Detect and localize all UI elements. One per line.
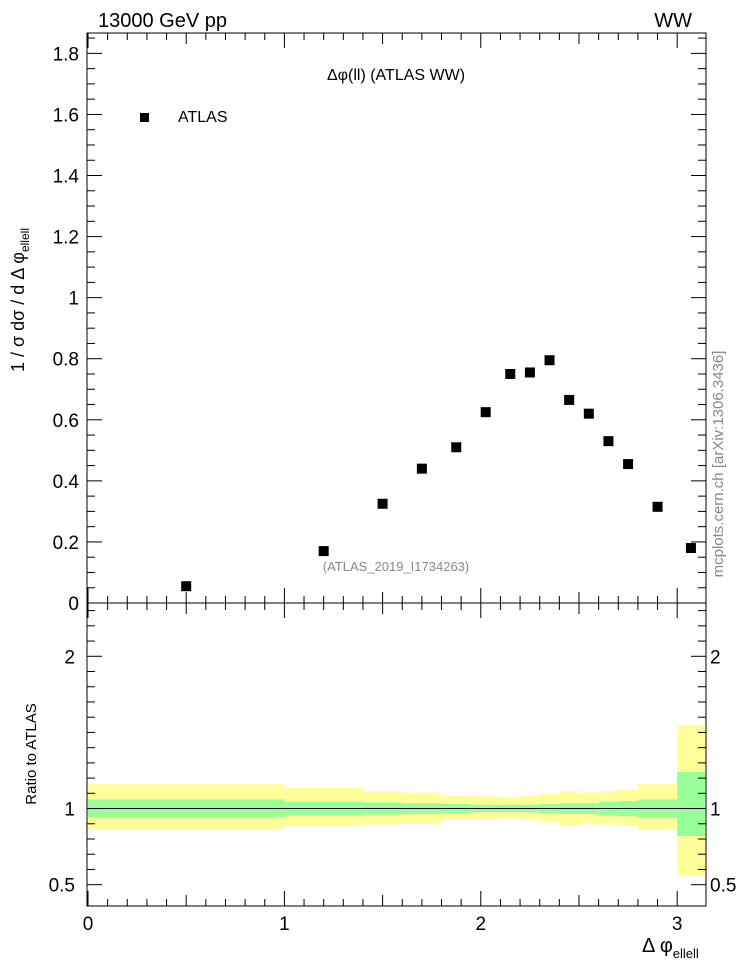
main-y-tick-label: 0.8 [53, 350, 79, 371]
data-point-atlas [377, 498, 388, 509]
data-point-atlas [583, 408, 594, 419]
data-point-atlas [524, 367, 535, 378]
ratio-y-tick-label-right: 0.5 [710, 876, 736, 897]
source-side-label: mcplots.cern.ch [arXiv:1306.3436] [710, 351, 727, 578]
main-panel-frame [86, 32, 707, 604]
x-tick-label: 1 [279, 914, 290, 935]
x-tick-label: 0 [83, 914, 94, 935]
ratio-axis-ticks: 0.5 0.5 1 1 2 2 0 1 2 3 [49, 603, 736, 935]
analysis-watermark: (ATLAS_2019_I1734263) [323, 559, 469, 574]
ratio-panel: 0.5 0.5 1 1 2 2 0 1 2 3 Ratio to ATLAS Δ φellell [23, 602, 736, 961]
ratio-y-tick-label-right: 2 [710, 647, 721, 668]
ratio-y-tick-label: 2 [64, 647, 75, 668]
main-y-tick-label: 1.2 [53, 228, 79, 249]
data-point-atlas [451, 442, 462, 453]
data-point-atlas [505, 368, 516, 379]
legend-marker [140, 113, 149, 122]
x-tick-label: 3 [672, 914, 683, 935]
header-channel-label: WW [654, 10, 692, 32]
data-point-atlas [318, 546, 329, 557]
ratio-y-tick-label: 1 [64, 800, 75, 821]
data-point-atlas [603, 436, 614, 447]
x-tick-label: 2 [476, 914, 487, 935]
ratio-panel-frame [86, 602, 707, 907]
main-y-tick-label: 0.6 [53, 411, 79, 432]
main-y-tick-label: 1.6 [53, 105, 79, 126]
ratio-y-axis-label: Ratio to ATLAS [23, 703, 40, 804]
main-y-tick-label: 0 [68, 594, 79, 615]
data-point-atlas [480, 407, 491, 418]
x-axis-label: Δ φellell [642, 935, 699, 961]
main-y-tick-label: 1.4 [53, 167, 80, 188]
main-axis-ticks: 0 0.2 0.4 0.6 0.8 1 1.2 1.4 1.6 1.8 [53, 33, 706, 615]
ratio-y-tick-label: 0.5 [49, 876, 75, 897]
main-data-points [181, 355, 696, 592]
main-y-tick-label: 1 [68, 289, 79, 310]
data-point-atlas [544, 355, 555, 366]
main-y-tick-label: 0.4 [53, 472, 80, 493]
ratio-y-tick-label-right: 1 [710, 800, 721, 821]
main-panel: 0 0.2 0.4 0.6 0.8 1 1.2 1.4 1.6 1.8 Δφ(ll) (ATLAS… [8, 32, 707, 615]
main-y-tick-label: 0.2 [53, 533, 79, 554]
header-process-label: 13000 GeV pp [98, 10, 227, 32]
data-point-atlas [685, 543, 696, 554]
data-point-atlas [564, 394, 575, 405]
data-point-atlas [652, 501, 663, 512]
stat-uncertainty-band [677, 772, 705, 836]
plot-title: Δφ(ll) (ATLAS WW) [327, 67, 465, 84]
main-y-axis-label: 1 / σ dσ / d Δ φellell [8, 228, 32, 372]
data-point-atlas [416, 463, 427, 474]
legend-label: ATLAS [178, 109, 228, 126]
data-point-atlas [181, 581, 192, 592]
main-y-tick-label: 1.8 [53, 44, 79, 65]
data-point-atlas [623, 459, 634, 470]
ratio-uncertainty-bands [88, 724, 706, 876]
